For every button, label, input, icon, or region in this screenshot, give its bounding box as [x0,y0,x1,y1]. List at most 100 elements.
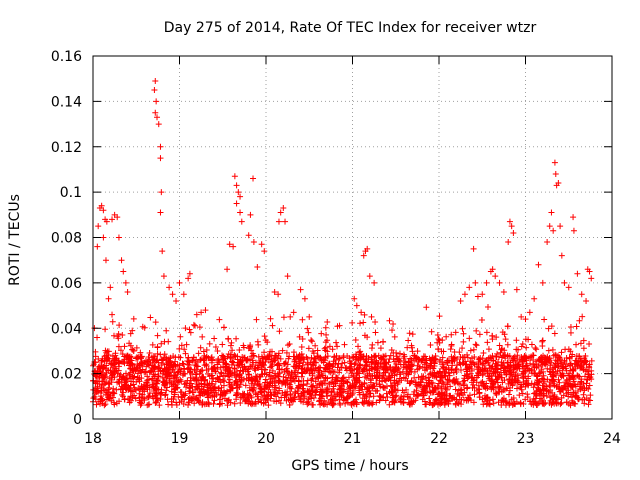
data-point [100,374,107,381]
data-point [112,350,119,357]
data-point [304,355,311,362]
data-point [588,275,595,282]
data-point [557,388,564,395]
data-point [207,392,214,399]
data-point [276,397,283,404]
data-point [111,356,118,363]
data-point [558,349,565,356]
data-point [155,121,162,128]
data-point [336,396,343,403]
data-point [545,347,552,354]
data-point [129,346,136,353]
data-point [517,400,524,407]
data-point [149,341,156,348]
data-point [107,360,114,367]
data-point [305,345,312,352]
data-point [364,372,371,379]
data-point [227,355,234,362]
data-point [114,370,121,377]
data-point [466,392,473,399]
data-point [231,379,238,386]
data-point [266,372,273,379]
data-point [512,371,519,378]
data-point [152,109,159,116]
data-point [133,344,140,351]
y-tick-label: 0.04 [51,321,82,337]
data-point [250,359,257,366]
chart-title: Day 275 of 2014, Rate Of TEC Index for r… [164,20,537,36]
data-point [171,369,178,376]
data-point [121,382,128,389]
data-point [550,368,557,375]
data-point [379,378,386,385]
data-point [280,314,287,321]
data-point [129,394,136,401]
data-point [225,335,232,342]
data-point [471,361,478,368]
data-point [390,367,397,374]
data-point [414,383,421,390]
data-point [222,367,229,374]
data-point [226,387,233,394]
data-point [300,386,307,393]
data-point [420,390,427,397]
data-point [295,382,302,389]
data-point [573,341,580,348]
data-point [115,357,122,364]
data-point [452,400,459,407]
data-point [582,373,589,380]
data-point [115,234,122,241]
data-point [439,337,446,344]
data-point [269,358,276,365]
data-point [282,392,289,399]
data-point [214,374,221,381]
data-point [250,239,257,246]
data-point [414,366,421,373]
data-point [498,346,505,353]
data-point [129,388,136,395]
data-point [102,257,109,264]
data-point [466,335,473,342]
data-point [276,328,283,335]
data-point [173,374,180,381]
data-point [550,380,557,387]
data-point [107,284,114,291]
data-point [267,348,274,355]
data-point [205,370,212,377]
data-point [340,388,347,395]
data-point [309,401,316,408]
data-point [103,218,110,225]
data-point [486,397,493,404]
data-point [237,399,244,406]
data-point [539,342,546,349]
data-point [227,342,234,349]
data-point [547,371,554,378]
data-point [448,341,455,348]
data-point [567,382,574,389]
data-point [310,350,317,357]
data-point [587,397,594,404]
data-point [429,354,436,361]
data-point [198,388,205,395]
data-point [159,248,166,255]
data-point [410,391,417,398]
data-point [321,364,328,371]
x-tick-label: 18 [84,431,102,447]
data-point [438,395,445,402]
data-point [157,209,164,216]
data-point [153,377,160,384]
data-point [283,349,290,356]
data-point [328,392,335,399]
data-point [134,370,141,377]
data-point [265,384,272,391]
data-point [585,385,592,392]
data-point [374,387,381,394]
data-point [163,387,170,394]
data-point [496,384,503,391]
data-point [486,400,493,407]
data-point [125,354,132,361]
data-point [491,368,498,375]
data-point [146,349,153,356]
data-point [535,370,542,377]
data-point [278,380,285,387]
